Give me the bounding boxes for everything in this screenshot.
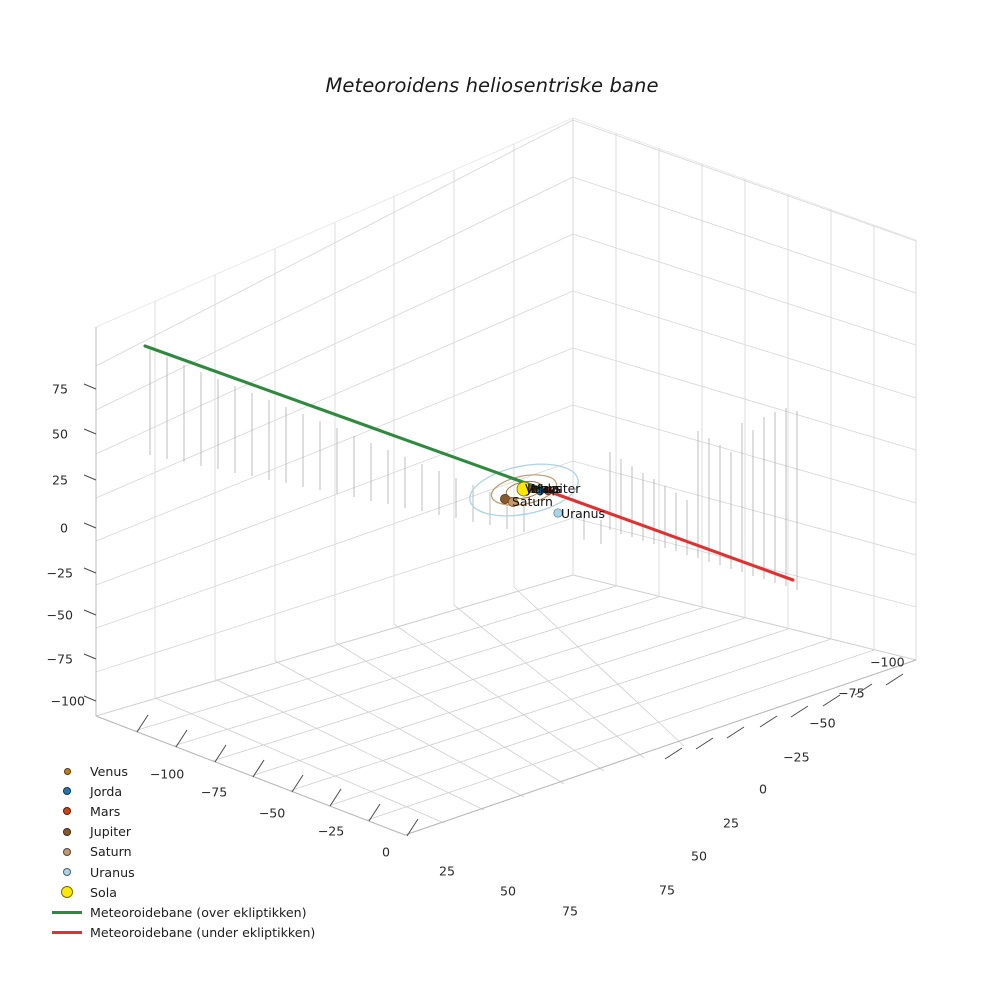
- legend-label: Meteoroidebane (under ekliptikken): [90, 925, 316, 941]
- marker-uranus: [553, 508, 563, 518]
- legend-marker-uranus-icon: [48, 868, 86, 877]
- axes-3d: [83, 117, 918, 837]
- y-tick-label: −75: [838, 685, 865, 701]
- z-tick-label: −50: [46, 607, 73, 623]
- planet-label-venus: Venus: [525, 481, 563, 496]
- x-tick-label: 0: [381, 844, 391, 860]
- marker-venus: [528, 485, 536, 493]
- marker-saturn: [508, 497, 518, 507]
- legend-label: Meteoroidebane (over ekliptikken): [90, 904, 307, 920]
- legend-item-track-below[interactable]: Meteoroidebane (under ekliptikken): [48, 923, 348, 943]
- x-tick-label: 25: [438, 863, 456, 879]
- z-tick-label: 75: [51, 381, 68, 397]
- legend-item-uranus[interactable]: Uranus: [48, 862, 348, 882]
- page-title: Meteoroidens heliosentriske bane: [325, 74, 659, 97]
- meteoroid-track-above-ecliptic: [143, 344, 547, 492]
- y-tick-label: −50: [809, 715, 836, 731]
- legend-label: Jupiter: [90, 824, 132, 840]
- planet-label-jorda: Jorda: [527, 481, 559, 496]
- z-tick-label: 50: [51, 426, 68, 442]
- legend-item-track-above[interactable]: Meteoroidebane (over ekliptikken): [48, 902, 348, 922]
- x-tick-label: 75: [561, 903, 579, 919]
- orbit-saturn: [490, 474, 558, 506]
- x-tick-label: −100: [149, 766, 185, 782]
- legend-line-red-icon: [48, 931, 86, 934]
- legend-label: Uranus: [90, 864, 135, 880]
- legend-marker-venus-icon: [48, 767, 86, 775]
- y-tick-label: 75: [659, 882, 676, 898]
- legend-item-jorda[interactable]: Jorda: [48, 781, 348, 801]
- body-markers: [500, 481, 563, 518]
- legend-label: Sola: [90, 884, 117, 900]
- legend-marker-mars-icon: [48, 807, 86, 816]
- legend-item-jupiter[interactable]: Jupiter: [48, 822, 348, 842]
- z-tick-label: 25: [51, 472, 68, 488]
- z-tick-label: −100: [50, 693, 85, 709]
- legend-label: Venus: [90, 763, 128, 779]
- legend-item-saturn[interactable]: Saturn: [48, 842, 348, 862]
- z-tick-label: −25: [46, 565, 73, 581]
- x-tick-label: −75: [200, 784, 228, 800]
- legend-label: Saturn: [90, 844, 132, 860]
- projection-stems: [149, 350, 798, 590]
- y-tick-label: 25: [723, 815, 740, 831]
- legend-item-sola[interactable]: Sola: [48, 882, 348, 902]
- legend-marker-jorda-icon: [48, 787, 86, 796]
- pane-back-left: [95, 117, 574, 717]
- legend-marker-saturn-icon: [48, 847, 86, 856]
- planet-label-saturn: Saturn: [512, 494, 553, 509]
- legend-label: Mars: [90, 803, 121, 819]
- y-tick-label: 50: [691, 848, 708, 864]
- legend-item-venus[interactable]: Venus: [48, 761, 348, 781]
- legend-item-mars[interactable]: Mars: [48, 801, 348, 821]
- x-tick-label: −25: [317, 823, 345, 839]
- y-tick-label: −100: [870, 654, 905, 670]
- legend: Venus Jorda Mars Jupiter Saturn: [48, 761, 348, 943]
- z-tick-label: 0: [59, 520, 68, 536]
- legend-marker-jupiter-icon: [48, 827, 86, 836]
- y-tick-label: −25: [783, 749, 810, 765]
- axis-spines: [95, 327, 917, 836]
- meteoroid-track-below-ecliptic: [543, 488, 795, 582]
- marker-mars: [543, 486, 553, 496]
- x-tick-label: 50: [499, 883, 517, 899]
- y-tick-label: 0: [759, 781, 768, 797]
- pane-back-right: [572, 117, 917, 661]
- legend-marker-sola-icon: [48, 886, 86, 899]
- legend-line-green-icon: [48, 911, 86, 914]
- orbit-uranus: [469, 463, 579, 517]
- planet-label-jupiter: Jupiter: [540, 481, 581, 496]
- legend-label: Jorda: [90, 783, 123, 799]
- x-tick-label: −50: [258, 805, 286, 821]
- planet-label-uranus: Uranus: [561, 506, 605, 521]
- tick-marks: [83, 383, 904, 837]
- planet-label-mars: Mars: [531, 481, 561, 496]
- z-tick-label: −75: [46, 651, 73, 667]
